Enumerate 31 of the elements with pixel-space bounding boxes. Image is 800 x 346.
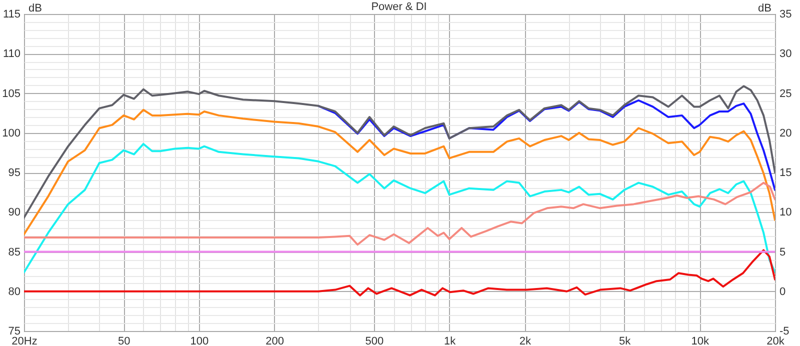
y2-tick-label: 15 <box>780 167 792 179</box>
y2-tick-label: 10 <box>780 206 792 219</box>
y2-tick-label: 25 <box>780 88 792 100</box>
y-axis-title: dB <box>28 2 42 14</box>
y-tick-label: 95 <box>8 167 20 179</box>
x-tick-label: 20Hz <box>12 336 38 346</box>
x-tick-label: 1k <box>444 336 456 346</box>
y-tick-label: 115 <box>2 8 20 20</box>
chart-title: Power & DI <box>371 1 427 13</box>
y-tick-label: 90 <box>8 206 20 219</box>
y2-axis-title: dB <box>758 2 772 14</box>
y-tick-label: 85 <box>8 246 20 258</box>
y2-tick-label: -5 <box>780 326 790 338</box>
x-tick-label: 5k <box>618 336 632 346</box>
y2-tick-label: 30 <box>780 48 792 60</box>
y2-tick-label: 35 <box>780 8 792 20</box>
y-tick-label: 80 <box>8 286 20 298</box>
y-tick-label: 110 <box>2 48 20 60</box>
x-tick-label: 200 <box>266 336 284 346</box>
y-tick-label: 75 <box>8 326 20 338</box>
x-tick-label: 500 <box>365 336 384 346</box>
y2-tick-label: 20 <box>780 127 792 140</box>
y-tick-label: 105 <box>2 88 20 100</box>
x-tick-label: 50 <box>118 336 130 346</box>
y-tick-label: 100 <box>2 127 20 140</box>
x-tick-label: 10k <box>691 336 710 346</box>
x-tick-label: 2k <box>519 336 532 346</box>
y2-tick-label: 0 <box>780 286 786 298</box>
x-tick-label: 100 <box>190 336 209 346</box>
x-tick-label: 20k <box>766 336 785 346</box>
y2-tick-label: 5 <box>780 246 786 258</box>
